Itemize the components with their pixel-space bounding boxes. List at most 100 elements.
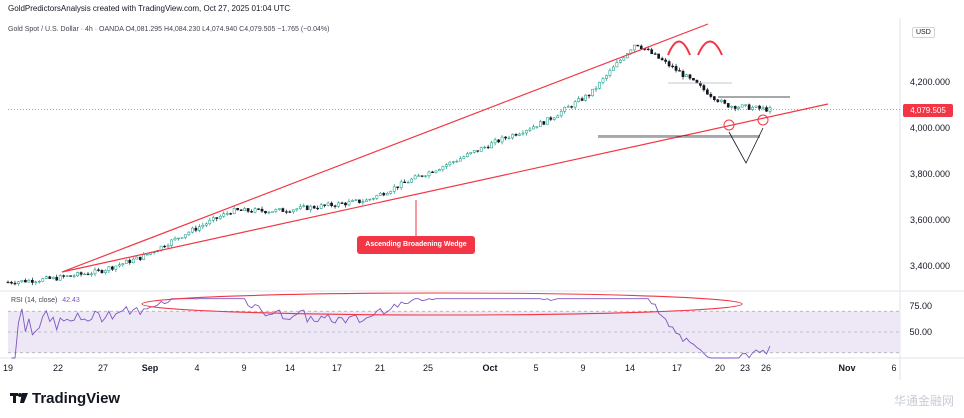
last-price-badge: 4,079.505	[903, 104, 953, 117]
candle-body	[438, 169, 441, 172]
candle-body	[545, 117, 549, 125]
candle-body	[688, 74, 692, 79]
candle-body	[664, 59, 667, 62]
tradingview-logo[interactable]: TradingView	[10, 390, 120, 407]
candle-body	[403, 181, 407, 184]
candle-body	[744, 104, 747, 106]
currency-label[interactable]: USD	[912, 27, 935, 38]
candle-body	[518, 133, 521, 136]
candle-body	[229, 213, 233, 215]
candle-body	[431, 171, 434, 173]
watermark: 华通金融网	[894, 392, 954, 409]
candle-body	[612, 66, 615, 71]
candle-body	[368, 198, 372, 201]
candle-body	[184, 234, 187, 238]
time-tick-label: 21	[375, 363, 385, 373]
candle-body	[441, 166, 445, 170]
time-tick-label: 27	[98, 363, 108, 373]
candle-body	[201, 225, 205, 228]
candle-body	[6, 281, 10, 284]
time-tick-label: 17	[332, 363, 342, 373]
candle-body	[737, 106, 741, 109]
candle-body	[131, 258, 135, 264]
candle-body	[723, 99, 727, 104]
wedge-label: Ascending Broadening Wedge	[357, 236, 475, 254]
candle-body	[44, 276, 48, 279]
time-tick-label: Oct	[482, 363, 497, 373]
candle-body	[204, 223, 208, 226]
candle-body	[34, 281, 38, 283]
candle-body	[319, 204, 323, 209]
candle-body	[79, 272, 83, 275]
candle-body	[719, 99, 723, 102]
candle-body	[253, 208, 257, 213]
time-tick-label: 9	[580, 363, 585, 373]
candle-body	[114, 265, 118, 270]
candle-body	[365, 199, 368, 202]
candle-body	[358, 199, 361, 203]
candle-body	[754, 105, 758, 108]
candle-body	[225, 213, 229, 215]
candle-body	[667, 61, 671, 67]
candle-body	[58, 275, 62, 281]
candle-body	[730, 105, 734, 108]
candle-body	[768, 107, 772, 112]
candle-body	[382, 193, 386, 196]
last-price-text: 4,079.505	[910, 106, 946, 115]
rsi-tick-label: 75.00	[909, 301, 932, 311]
candle-body	[305, 205, 309, 211]
candle-body	[173, 237, 177, 241]
candle-body	[413, 175, 417, 180]
candle-body	[580, 98, 584, 101]
candle-body	[166, 245, 170, 248]
candle-body	[584, 94, 587, 101]
candle-body	[288, 211, 292, 213]
candle-body	[170, 239, 173, 246]
candle-body	[521, 132, 525, 135]
candle-body	[681, 70, 685, 78]
candle-body	[24, 279, 27, 283]
candle-body	[455, 160, 459, 163]
candle-body	[180, 237, 184, 239]
candle-body	[295, 208, 299, 211]
symbol-line[interactable]: Gold Spot / U.S. Dollar · 4h · OANDA O4,…	[8, 26, 330, 33]
candle-body	[100, 269, 104, 273]
candle-body	[507, 137, 511, 139]
candle-body	[434, 170, 438, 173]
candle-body	[243, 208, 246, 211]
candle-body	[222, 213, 226, 217]
candle-body	[539, 121, 542, 127]
rsi-pane	[8, 292, 900, 359]
candle-body	[674, 66, 678, 71]
candle-body	[671, 65, 674, 68]
axes: 4,200.000 4,000.000 3,800.000 3,600.000 3,40…	[3, 77, 950, 373]
candle-body	[424, 175, 427, 177]
candle-body	[740, 104, 744, 108]
candle-body	[274, 209, 278, 212]
candle-body	[504, 136, 507, 139]
candle-body	[291, 209, 295, 213]
rsi-divergence-ellipse	[141, 292, 743, 316]
candle-body	[514, 134, 518, 136]
candle-body	[69, 275, 72, 277]
candle-body	[747, 104, 751, 110]
candle-body	[636, 44, 640, 47]
candle-body	[605, 75, 608, 79]
candle-body	[385, 193, 389, 196]
candle-body	[427, 171, 431, 177]
candle-body	[563, 106, 567, 112]
candle-body	[396, 186, 400, 189]
candle-body	[653, 53, 657, 55]
price-tick-label: 3,400.000	[910, 261, 950, 271]
candle-body	[591, 88, 594, 97]
candle-body	[312, 205, 316, 209]
candle-body	[218, 216, 222, 219]
touch-circle-1	[723, 119, 735, 131]
candle-body	[678, 70, 681, 72]
price-tick-label: 3,800.000	[910, 169, 950, 179]
candle-body	[142, 254, 146, 260]
candle-body	[462, 156, 466, 159]
candle-body	[559, 111, 563, 117]
